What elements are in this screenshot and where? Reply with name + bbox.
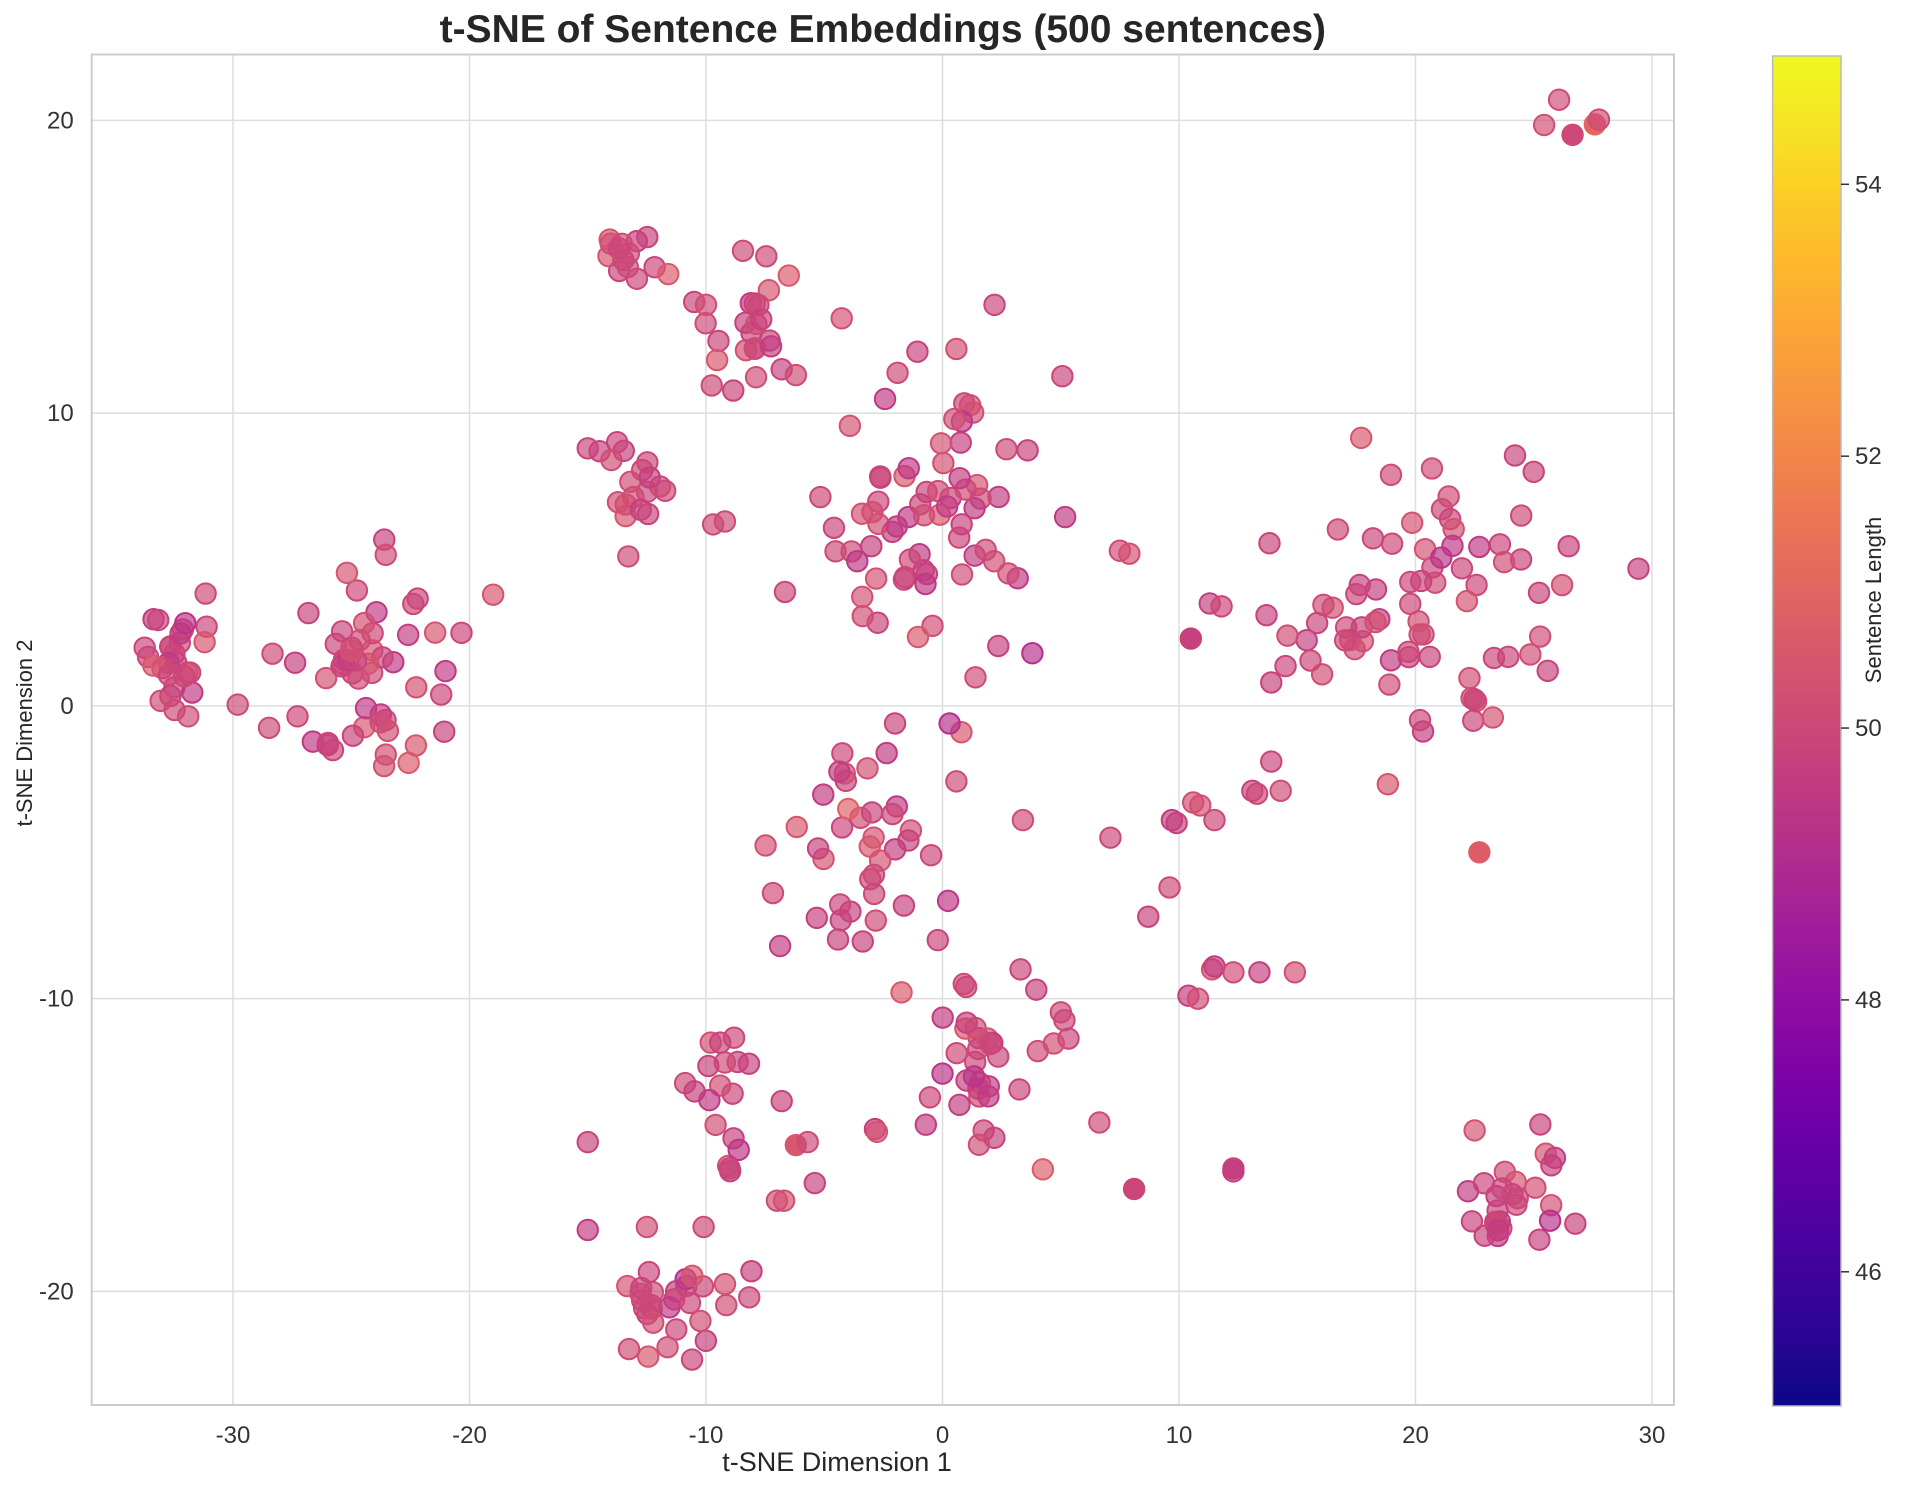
svg-text:-20: -20 <box>452 1422 487 1449</box>
svg-text:54: 54 <box>1855 171 1882 198</box>
svg-text:48: 48 <box>1855 987 1882 1014</box>
svg-text:30: 30 <box>1639 1422 1666 1449</box>
svg-text:20: 20 <box>1402 1422 1429 1449</box>
svg-text:10: 10 <box>1166 1422 1193 1449</box>
svg-text:-10: -10 <box>39 986 74 1013</box>
svg-text:-10: -10 <box>689 1422 724 1449</box>
svg-text:0: 0 <box>936 1422 949 1449</box>
svg-text:-30: -30 <box>216 1422 251 1449</box>
svg-text:0: 0 <box>60 693 73 720</box>
svg-text:-20: -20 <box>39 1278 74 1305</box>
svg-text:20: 20 <box>47 107 74 134</box>
svg-text:10: 10 <box>47 400 74 427</box>
svg-text:46: 46 <box>1855 1259 1882 1286</box>
